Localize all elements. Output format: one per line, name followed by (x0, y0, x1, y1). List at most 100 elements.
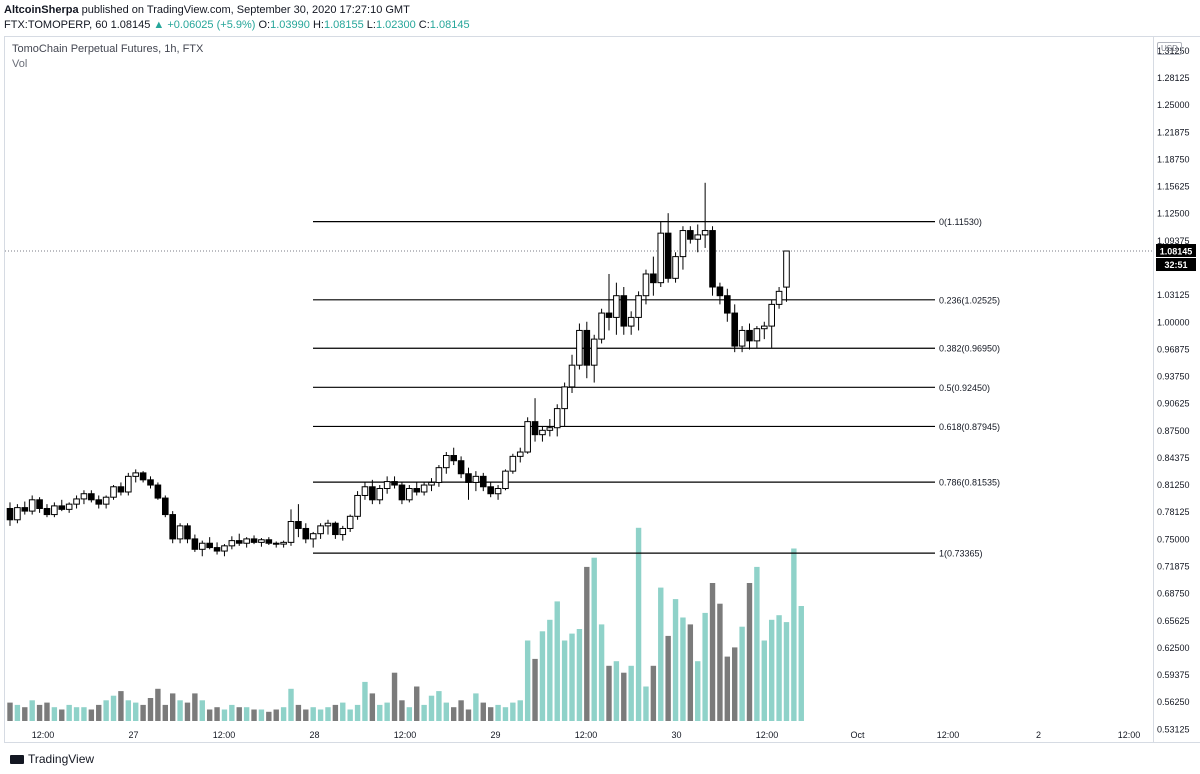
publish-line: AltcoinSherpa published on TradingView.c… (4, 4, 410, 16)
y-tick-label: 0.71875 (1157, 562, 1190, 572)
volume-bar (621, 672, 627, 721)
candle-up (753, 328, 761, 342)
change-arrow-icon: ▲ (153, 19, 165, 31)
volume-bar (81, 707, 87, 721)
candle-up (376, 488, 384, 501)
volume-bar (147, 698, 154, 721)
tradingview-logo[interactable]: TradingView (10, 752, 94, 766)
volume-bar (754, 566, 760, 721)
volume-bar (502, 707, 509, 721)
candle-up (125, 475, 132, 493)
volume-bar (243, 707, 250, 721)
volume-bar (532, 658, 538, 721)
volume-bar (428, 695, 435, 721)
x-tick-label: 12:00 (937, 730, 960, 740)
candle-up (657, 232, 665, 284)
candle-up (524, 421, 531, 453)
candle-up (590, 338, 598, 366)
y-tick-label: 0.78125 (1157, 507, 1190, 517)
candle-up (51, 505, 58, 516)
candle-down (213, 547, 221, 552)
y-tick-label: 0.62500 (1157, 643, 1190, 653)
candle-down (117, 486, 125, 493)
volume-bar (473, 693, 479, 721)
tradingview-icon (10, 755, 24, 765)
candle-down (332, 522, 339, 536)
candle-up (361, 486, 369, 496)
candle-up (598, 312, 605, 340)
candle-up (516, 451, 524, 457)
volume-bar (118, 691, 124, 721)
volume-bar (44, 702, 50, 721)
candle-up (775, 290, 783, 305)
y-tick-label: 0.96875 (1157, 344, 1190, 354)
volume-bar (436, 691, 442, 721)
candle-up (679, 230, 687, 258)
candle-up (28, 499, 36, 512)
publish-header: AltcoinSherpa published on TradingView.c… (0, 0, 1200, 36)
y-tick-label: 0.68750 (1157, 589, 1190, 599)
last-price-tag-text: 1.08145 (1160, 247, 1193, 257)
candle-up (132, 472, 140, 477)
candle-down (487, 486, 494, 495)
volume-bar (465, 709, 472, 721)
currency-badge[interactable]: USD (1157, 42, 1182, 55)
volume-bar (66, 704, 72, 721)
candle-up (420, 484, 428, 493)
candle-up (317, 525, 324, 535)
candle-down (716, 286, 724, 297)
candle-up (309, 533, 317, 540)
x-tick-label: 12:00 (756, 730, 779, 740)
candle-up (354, 494, 361, 517)
volume-bar (155, 688, 161, 721)
candle-down (398, 484, 406, 501)
volume-bar (584, 566, 590, 721)
candle-up (243, 538, 250, 544)
volume-bar (96, 704, 102, 721)
candle-up (324, 522, 332, 527)
volume-bar (724, 656, 731, 721)
volume-bar (732, 647, 738, 721)
candle-up (435, 467, 443, 483)
candle-up (406, 488, 413, 501)
candle-up (546, 427, 554, 431)
volume-bar (36, 704, 43, 721)
candle-down (154, 484, 162, 499)
candle-up (553, 408, 561, 429)
volume-bar (776, 615, 782, 721)
high-value: 1.08155 (323, 19, 364, 31)
author-name[interactable]: AltcoinSherpa (4, 4, 79, 16)
chart-legend-title: TomoChain Perpetual Futures, 1h, FTX (12, 43, 204, 55)
candle-up (635, 295, 642, 318)
y-tick-label: 1.12500 (1157, 209, 1190, 219)
volume-bar (524, 640, 531, 721)
chart-pane[interactable] (4, 36, 1154, 743)
candle-down (746, 329, 753, 342)
candle-up (509, 455, 517, 472)
y-tick-label: 0.93750 (1157, 372, 1190, 382)
candle-up (642, 273, 650, 297)
volume-bar (221, 709, 228, 721)
candle-up (627, 316, 635, 327)
candle-down (191, 538, 199, 550)
price-axis[interactable] (1154, 36, 1200, 743)
candle-down (58, 505, 66, 510)
candle-down (272, 542, 280, 545)
volume-bar (421, 704, 427, 721)
volume-bar (377, 704, 383, 721)
volume-bar (162, 704, 168, 721)
countdown-tag-text: 32:51 (1164, 260, 1187, 270)
last-price-tag (1156, 244, 1196, 258)
candle-up (738, 329, 746, 347)
volume-bar (391, 672, 398, 721)
volume-bar (480, 702, 486, 721)
volume-bar (746, 583, 753, 721)
change-value: +0.06025 (+5.9%) (167, 19, 256, 31)
volume-bar (184, 702, 191, 721)
volume-bar (569, 633, 575, 721)
volume-bar (406, 707, 413, 721)
volume-bar (517, 700, 523, 721)
volume-bar (561, 640, 568, 721)
volume-bar (665, 635, 671, 721)
y-tick-label: 0.59375 (1157, 670, 1190, 680)
